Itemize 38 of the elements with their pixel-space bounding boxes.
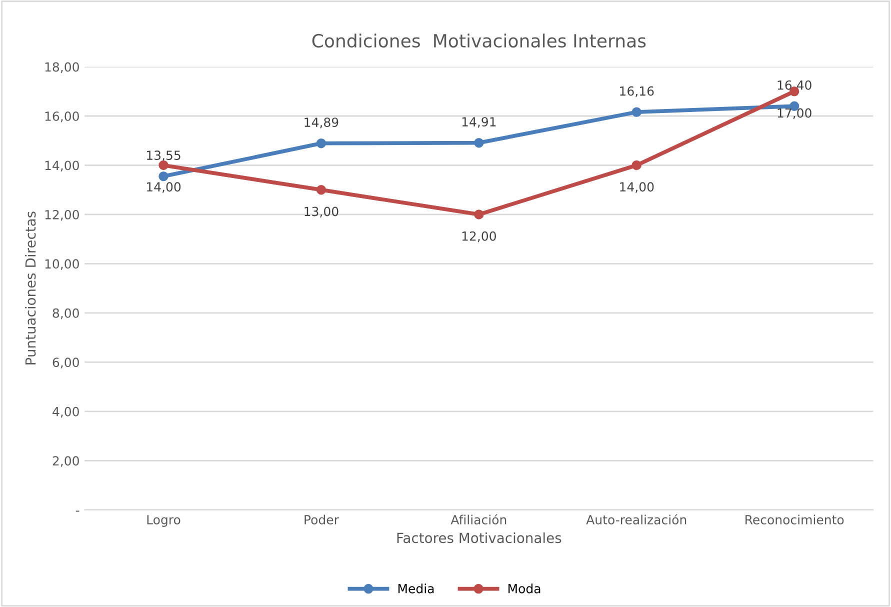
x-tick-label: Auto-realización [586,514,686,524]
point [316,138,326,148]
point [158,160,168,170]
data-label: 14,00 [146,182,181,193]
legend-label: Moda [508,584,540,594]
data-label: 16,40 [778,80,812,92]
x-tick-label: Logro [147,515,180,527]
data-label: 14,89 [304,118,338,128]
data-label: 16,16 [620,86,654,98]
chart-title: Condiciones Motivacionales Internas [312,34,646,48]
y-tick-label: 10,00 [45,259,79,270]
legend-label: Media [398,584,434,594]
point [474,138,484,148]
data-label: 17,00 [778,108,812,120]
point [316,184,326,195]
y-tick-label: - [76,510,80,512]
point [474,210,484,220]
y-tick-label: 4,00 [52,406,79,418]
y-tick-label: 14,00 [45,160,79,172]
data-label: 12,00 [462,231,496,242]
y-tick-label: 18,00 [45,62,79,73]
y-axis-title: Puntuaciones Directas [25,212,36,364]
y-tick-label: 8,00 [52,308,79,320]
data-label: 14,91 [462,117,496,128]
data-label: 13,55 [146,150,180,162]
data-label: 14,00 [620,182,654,193]
x-tick-label: Poder [304,514,339,524]
point [632,107,642,117]
data-label: 13,00 [304,206,338,218]
x-tick-label: Afiliación [450,514,506,524]
x-axis-title: Factores Motivacionales [397,532,562,544]
y-tick-label: 2,00 [52,456,79,467]
point [632,160,642,170]
point [158,171,168,182]
x-tick-label: Reconocimiento [746,514,844,524]
y-tick-label: 12,00 [45,210,79,221]
y-tick-label: 16,00 [45,111,79,122]
y-tick-label: 6,00 [52,358,79,368]
